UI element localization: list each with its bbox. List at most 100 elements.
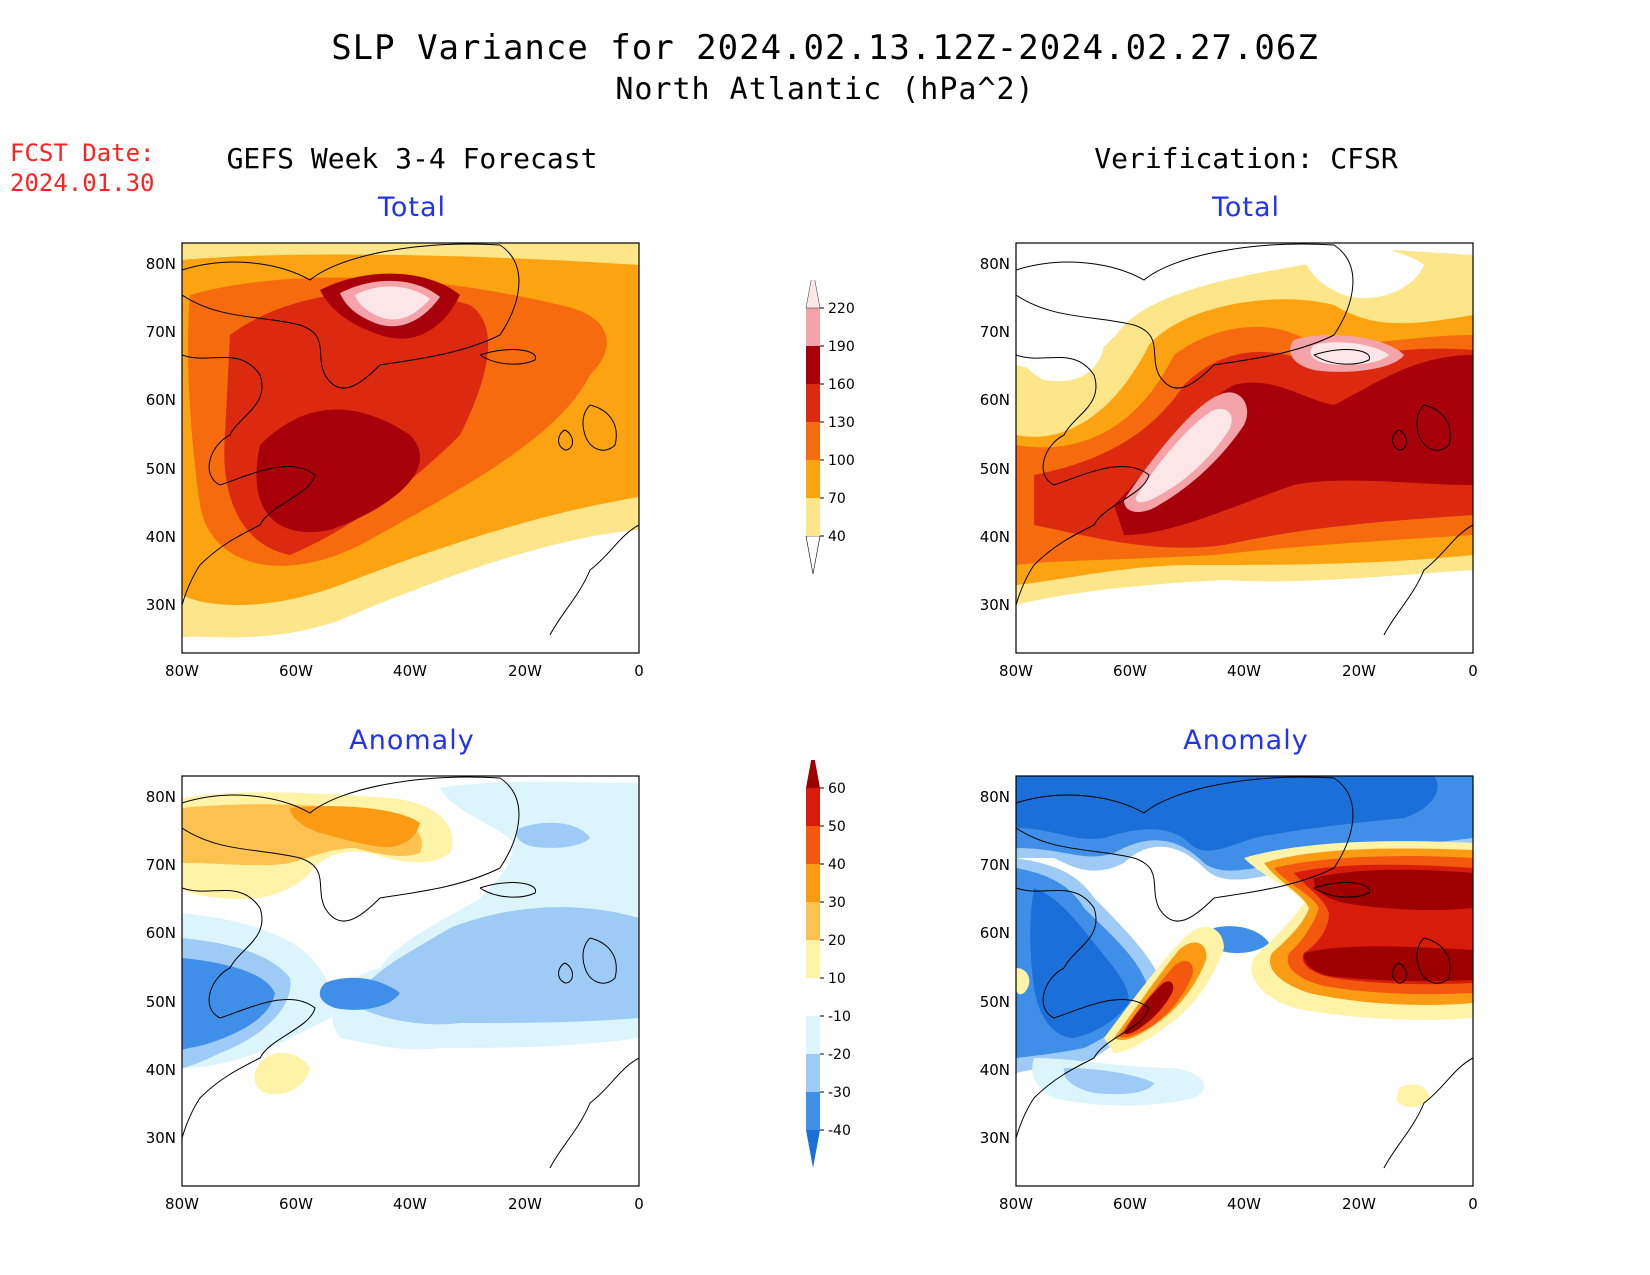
lon-tick: 80W [999, 1195, 1033, 1213]
colorbar-total-label: 190 [828, 339, 855, 355]
map-forecast-total: 80N 70N 60N 50N 40N 30N 80W 60W 40W 20W … [146, 242, 644, 680]
colorbar-total-box [806, 308, 820, 346]
lat-tick: 60N [980, 924, 1010, 942]
lon-tick: 40W [393, 1195, 427, 1213]
colorbar-anomaly-box [806, 1054, 820, 1092]
lat-tick: 60N [980, 391, 1010, 409]
colorbar-anomaly-box [806, 978, 820, 1016]
lat-tick: 70N [980, 856, 1010, 874]
lon-tick: 20W [508, 1195, 542, 1213]
lat-tick: 50N [980, 993, 1010, 1011]
colorbar-total-box [806, 346, 820, 384]
lat-tick: 80N [146, 788, 176, 806]
colorbar-anomaly-upper-arrow [806, 760, 820, 788]
lat-tick: 50N [146, 460, 176, 478]
lon-tick: 0 [1468, 662, 1478, 680]
fcst-label: FCST Date: [10, 139, 155, 167]
lon-tick: 40W [1227, 662, 1261, 680]
colorbar-anomaly-box [806, 1016, 820, 1054]
right-column-title: Verification: CFSR [1094, 142, 1398, 175]
lat-tick: 30N [146, 596, 176, 614]
lon-tick: 60W [1113, 1195, 1147, 1213]
fcst-date: 2024.01.30 [10, 169, 155, 197]
colorbar-total-label: 100 [828, 453, 855, 469]
left-column-title: GEFS Week 3-4 Forecast [226, 142, 598, 175]
colorbar-total-label: 40 [828, 529, 846, 545]
lat-axis-verification-total: 80N 70N 60N 50N 40N 30N [980, 255, 1010, 614]
lon-tick: 60W [1113, 662, 1147, 680]
colorbar-anomaly-label: 10 [828, 971, 846, 987]
colorbar-total-label: 160 [828, 377, 855, 393]
colorbar-total-box [806, 422, 820, 460]
panel-title-forecast-anomaly: Anomaly [349, 725, 475, 756]
lat-tick: 50N [146, 993, 176, 1011]
panel-title-verification-anomaly: Anomaly [1183, 725, 1309, 756]
colorbar-anomaly-label: 50 [828, 819, 846, 835]
colorbar-total-box [806, 460, 820, 498]
lon-axis-verification-total: 80W 60W 40W 20W 0 [999, 662, 1478, 680]
colorbar-anomaly-label: 30 [828, 895, 846, 911]
colorbar-anomaly-box [806, 864, 820, 902]
lon-tick: 20W [1342, 662, 1376, 680]
panel-title-forecast-total: Total [377, 192, 447, 223]
lat-tick: 80N [980, 255, 1010, 273]
colorbar-total-upper-arrow [805, 280, 821, 309]
lon-tick: 20W [1342, 1195, 1376, 1213]
colorbar-anomaly-label: 60 [828, 781, 846, 797]
lat-tick: 30N [980, 1129, 1010, 1147]
lat-tick: 80N [146, 255, 176, 273]
colorbar-anomaly-box [806, 788, 820, 826]
colorbar-total-box [806, 498, 820, 536]
lat-tick: 40N [980, 528, 1010, 546]
lon-axis-forecast-total: 80W 60W 40W 20W 0 [165, 662, 644, 680]
colorbar-anomaly-label: -30 [828, 1085, 851, 1101]
colorbar-anomaly-label: 40 [828, 857, 846, 873]
panel-title-verification-total: Total [1211, 192, 1281, 223]
lat-tick: 30N [146, 1129, 176, 1147]
colorbar-anomaly-label: 20 [828, 933, 846, 949]
colorbar-anomaly-box [806, 826, 820, 864]
lon-tick: 60W [279, 662, 313, 680]
colorbar-anomaly-label: -40 [828, 1123, 851, 1139]
lon-tick: 80W [165, 662, 199, 680]
lat-axis-forecast-anomaly: 80N 70N 60N 50N 40N 30N [146, 788, 176, 1147]
colorbar-anomaly: -40 -30 -20 -10 10 20 30 40 50 60 [806, 760, 851, 1168]
map-verification-total: 80N 70N 60N 50N 40N 30N 80W 60W 40W 20W … [980, 242, 1478, 680]
lon-tick: 0 [634, 662, 644, 680]
colorbar-total-label: 70 [828, 491, 846, 507]
lat-tick: 70N [980, 323, 1010, 341]
lon-tick: 0 [634, 1195, 644, 1213]
lon-axis-forecast-anomaly: 80W 60W 40W 20W 0 [165, 1195, 644, 1213]
lat-tick: 70N [146, 856, 176, 874]
lon-tick: 20W [508, 662, 542, 680]
lat-tick: 60N [146, 391, 176, 409]
main-title: SLP Variance for 2024.02.13.12Z-2024.02.… [331, 28, 1319, 68]
colorbar-anomaly-lower-arrow [806, 1130, 820, 1168]
colorbar-total-box [806, 384, 820, 422]
lon-tick: 40W [1227, 1195, 1261, 1213]
lat-tick: 50N [980, 460, 1010, 478]
main-subtitle: North Atlantic (hPa^2) [615, 72, 1035, 107]
lon-tick: 40W [393, 662, 427, 680]
lat-axis-forecast-total: 80N 70N 60N 50N 40N 30N [146, 255, 176, 614]
lon-tick: 80W [999, 662, 1033, 680]
colorbar-anomaly-box [806, 902, 820, 940]
colorbar-anomaly-box [806, 940, 820, 978]
colorbar-anomaly-label: -10 [828, 1009, 851, 1025]
lon-axis-verification-anomaly: 80W 60W 40W 20W 0 [999, 1195, 1478, 1213]
lon-tick: 60W [279, 1195, 313, 1213]
lat-tick: 40N [980, 1061, 1010, 1079]
colorbar-anomaly-label: -20 [828, 1047, 851, 1063]
lat-tick: 40N [146, 1061, 176, 1079]
map-forecast-anomaly: 80N 70N 60N 50N 40N 30N 80W 60W 40W 20W … [146, 775, 644, 1213]
colorbar-total-label: 220 [828, 301, 855, 317]
lat-tick: 70N [146, 323, 176, 341]
lon-tick: 80W [165, 1195, 199, 1213]
lat-tick: 60N [146, 924, 176, 942]
lat-axis-verification-anomaly: 80N 70N 60N 50N 40N 30N [980, 788, 1010, 1147]
lat-tick: 80N [980, 788, 1010, 806]
colorbar-total-lower-arrow [805, 535, 821, 575]
lat-tick: 40N [146, 528, 176, 546]
colorbar-anomaly-box [806, 1092, 820, 1130]
colorbar-total: 40 70 100 130 160 190 220 [805, 280, 855, 575]
